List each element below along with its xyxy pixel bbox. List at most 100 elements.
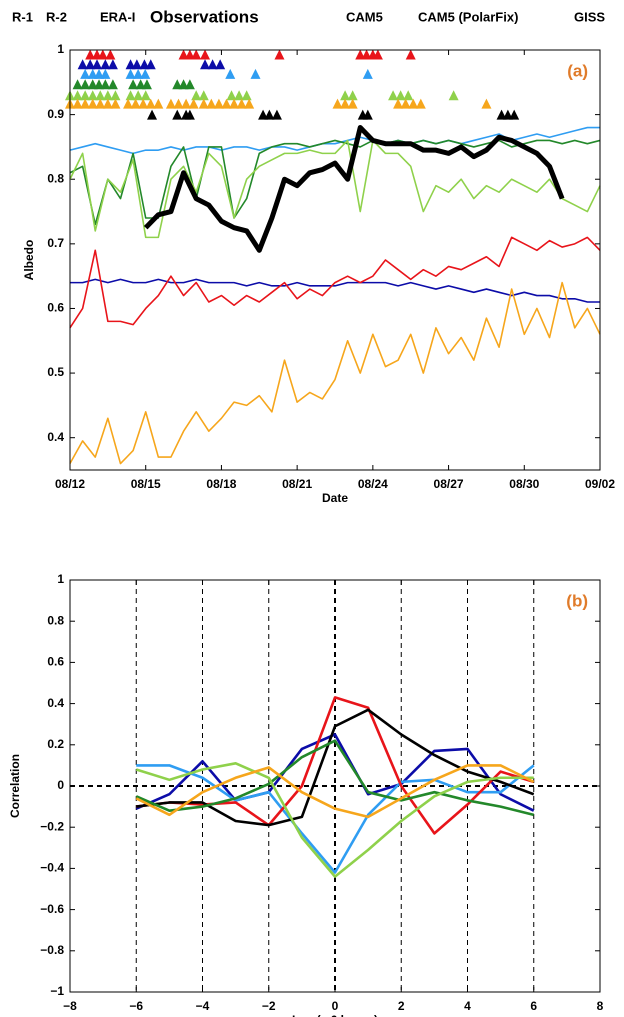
y-tick-label: 0.4 [47, 430, 64, 444]
event-marker [347, 98, 358, 109]
event-marker [264, 109, 275, 120]
legend-entry: ERA-I [100, 9, 135, 24]
event-marker [80, 79, 91, 90]
event-marker [271, 109, 282, 120]
event-marker [125, 68, 136, 79]
event-marker [393, 98, 404, 109]
event-marker [139, 59, 150, 70]
event-marker [184, 49, 195, 60]
series-line [136, 764, 535, 874]
legend-entry: R-1 [12, 9, 33, 24]
event-marker [100, 59, 111, 70]
event-marker [140, 68, 151, 79]
x-tick-label: 6 [530, 999, 537, 1013]
event-marker [236, 98, 247, 109]
x-tick-label: 08/24 [358, 477, 388, 491]
event-marker [102, 98, 113, 109]
event-marker [400, 98, 411, 109]
event-marker [250, 68, 261, 79]
x-tick-label: −6 [129, 999, 143, 1013]
event-marker [403, 90, 414, 101]
event-marker [241, 90, 252, 101]
event-marker [388, 90, 399, 101]
y-tick-label: 1 [57, 42, 64, 56]
event-marker [332, 98, 343, 109]
plot-frame [69, 49, 601, 471]
event-marker [191, 90, 202, 101]
event-marker [140, 90, 151, 101]
event-marker [94, 79, 105, 90]
x-tick-label: 8 [597, 999, 604, 1013]
y-tick-label: 0.6 [47, 655, 64, 669]
event-marker [85, 49, 96, 60]
series-line [69, 236, 601, 329]
event-marker [188, 98, 199, 109]
y-tick-label: 0.9 [47, 107, 64, 121]
series-line [135, 733, 535, 812]
event-marker [147, 109, 158, 120]
event-marker [107, 59, 118, 70]
event-marker [184, 79, 195, 90]
event-marker [87, 90, 98, 101]
event-marker [94, 68, 105, 79]
x-tick-label: −4 [196, 999, 210, 1013]
x-axis-label: Date [322, 491, 348, 505]
series-line [135, 764, 535, 819]
event-marker [72, 90, 83, 101]
plot-frame [69, 579, 601, 993]
event-marker [80, 90, 91, 101]
y-tick-label: 0.8 [47, 613, 64, 627]
x-tick-label: 08/27 [434, 477, 464, 491]
series-line [135, 739, 535, 817]
event-marker [172, 109, 183, 120]
event-marker [102, 90, 113, 101]
event-marker [244, 98, 255, 109]
event-marker [133, 68, 144, 79]
panel-label: (a) [567, 61, 588, 80]
y-tick-label: 0.5 [47, 365, 64, 379]
y-tick-label: −0.8 [40, 943, 64, 957]
event-marker [107, 79, 118, 90]
x-tick-label: 2 [398, 999, 405, 1013]
event-marker [72, 98, 83, 109]
event-marker [125, 90, 136, 101]
legend-entry: CAM5 (PolarFix) [418, 9, 518, 24]
event-marker [509, 109, 520, 120]
event-marker [77, 59, 88, 70]
series-line [135, 762, 534, 878]
y-axis-label: Albedo [22, 240, 36, 281]
event-marker [221, 98, 232, 109]
event-marker [178, 79, 189, 90]
event-marker [198, 90, 209, 101]
event-marker [226, 90, 237, 101]
event-marker [173, 98, 184, 109]
event-marker [138, 98, 149, 109]
event-marker [207, 59, 218, 70]
event-marker [372, 49, 383, 60]
event-marker [95, 90, 106, 101]
event-marker [72, 79, 83, 90]
event-marker [198, 98, 209, 109]
event-marker [361, 49, 372, 60]
y-tick-label: 0.7 [47, 236, 64, 250]
x-tick-label: 08/12 [55, 477, 85, 491]
event-marker [110, 90, 121, 101]
series-line [143, 125, 565, 253]
event-marker [145, 59, 156, 70]
event-marker [141, 79, 152, 90]
y-tick-label: −0.2 [40, 819, 64, 833]
event-marker [133, 90, 144, 101]
series-line [69, 139, 601, 239]
series-line [136, 696, 535, 835]
x-tick-label: 0 [332, 999, 339, 1013]
event-marker [215, 59, 226, 70]
event-marker [125, 59, 136, 70]
event-marker [95, 98, 106, 109]
y-tick-label: 0.8 [47, 171, 64, 185]
event-marker [481, 98, 492, 109]
legend-entry: CAM5 [346, 9, 383, 24]
legend-entry: Observations [150, 7, 259, 26]
event-marker [200, 49, 211, 60]
event-marker [408, 98, 419, 109]
y-tick-label: 0.6 [47, 301, 64, 315]
